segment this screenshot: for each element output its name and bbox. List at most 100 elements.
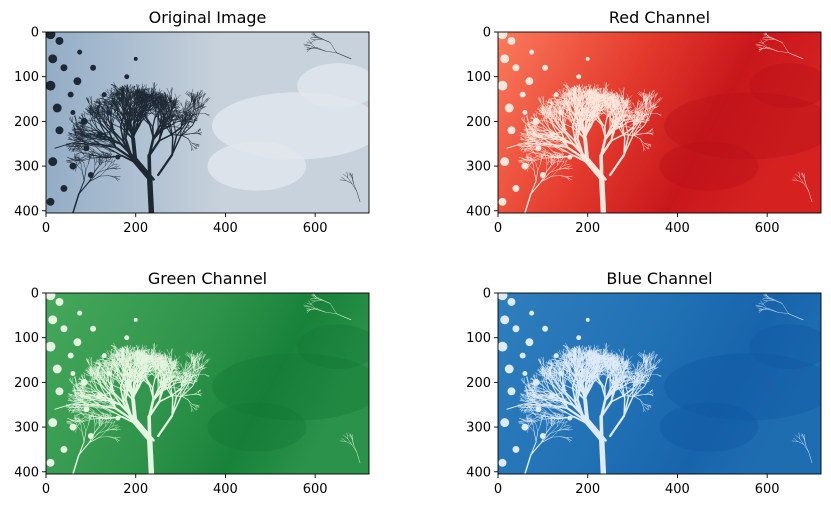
cloud-region [659,141,759,191]
leaf-cluster [576,74,582,80]
leaf-cluster [46,32,56,40]
y-tick-label: 200 [466,115,491,130]
cloud-region [212,353,369,421]
panel-original: Original Image 0 200 400 600 0 100 200 300 400 [14,8,370,236]
leaf-cluster [101,353,107,359]
leaf-cluster [115,415,121,421]
x-tick-label: 200 [575,221,600,236]
leaf-cluster [521,423,529,431]
tree-silhouette [498,293,813,474]
leaf-cluster [529,49,535,55]
axes-frame [497,31,822,214]
y-tick-label: 400 [466,465,491,480]
leaf-cluster [558,370,564,376]
leaf-cluster [46,80,56,91]
panel-red: Red Channel 0 200 400 600 0 100 200 300 400 [466,8,822,236]
y-tick-label: 200 [14,115,39,130]
leaf-cluster [55,36,64,45]
leaf-cluster [96,131,103,138]
leaf-cluster [101,92,107,98]
leaf-cluster [48,54,58,64]
x-tick-label: 200 [123,221,148,236]
leaf-cluster [80,117,88,125]
image-red [498,32,821,213]
leaf-cluster [512,325,520,333]
leaf-cluster [124,74,130,80]
leaf-cluster [532,117,540,125]
x-tick-label: 0 [494,482,502,497]
x-tick-label: 400 [665,221,690,236]
image-green [46,293,369,474]
leaf-cluster [67,352,74,359]
x-tick-label: 400 [213,482,238,497]
panel-title: Blue Channel [606,269,712,288]
leaf-cluster [585,56,590,61]
axes-frame [45,31,370,214]
leaf-cluster [567,415,573,421]
y-tick-label: 100 [466,70,491,85]
y-tick-label: 100 [14,331,39,346]
cloud-region [664,353,821,421]
leaf-cluster [507,387,516,396]
leaf-cluster [522,109,528,115]
y-tick-label: 100 [14,70,39,85]
panel-title: Green Channel [148,269,267,288]
leaf-cluster [507,126,516,135]
leaf-cluster [525,77,534,86]
x-tick-label: 0 [42,482,50,497]
leaf-cluster [87,172,94,178]
leaf-cluster [48,418,58,428]
leaf-cluster [498,32,508,40]
leaf-cluster [542,325,549,332]
y-tick-label: 300 [14,421,39,436]
x-tick-label: 600 [755,221,780,236]
x-tick-label: 400 [665,482,690,497]
cloud-region [297,324,369,369]
axes-frame [45,292,370,475]
tree-silhouette [46,32,361,213]
leaf-cluster [512,64,520,72]
leaf-cluster [512,184,520,192]
leaf-cluster [83,145,90,152]
leaf-cluster [519,352,526,359]
leaf-cluster [512,445,520,453]
leaf-cluster [504,364,514,374]
y-tick-label: 0 [31,287,39,302]
x-tick-label: 600 [303,221,328,236]
leaf-cluster [70,109,76,115]
leaf-cluster [115,154,121,160]
leaf-cluster [507,297,516,306]
leaf-cluster [498,458,507,467]
leaf-cluster [500,54,510,64]
x-tick-label: 400 [213,221,238,236]
leaf-cluster [532,378,540,386]
x-tick-label: 200 [123,482,148,497]
leaf-cluster [46,458,55,467]
leaf-cluster [567,154,573,160]
leaf-cluster [46,197,55,206]
y-tick-label: 100 [466,331,491,346]
y-tick-label: 200 [14,376,39,391]
cloud-region [664,92,821,160]
leaf-cluster [535,406,542,413]
leaf-cluster [77,49,83,55]
leaf-cluster [73,77,82,86]
x-tick-label: 200 [575,482,600,497]
leaf-cluster [529,310,535,316]
leaf-cluster [553,92,559,98]
y-tick-label: 400 [14,204,39,219]
x-tick-label: 0 [42,221,50,236]
leaf-cluster [69,162,77,170]
leaf-cluster [519,91,526,98]
cloud-region [207,402,307,452]
axes-frame [497,292,822,475]
y-tick-label: 200 [466,376,491,391]
leaf-cluster [576,335,582,341]
leaf-cluster [558,109,564,115]
leaf-cluster [60,325,68,333]
leaf-cluster [500,157,510,167]
leaf-cluster [133,56,138,61]
leaf-cluster [46,341,56,352]
leaf-cluster [106,370,112,376]
leaf-cluster [498,293,508,301]
